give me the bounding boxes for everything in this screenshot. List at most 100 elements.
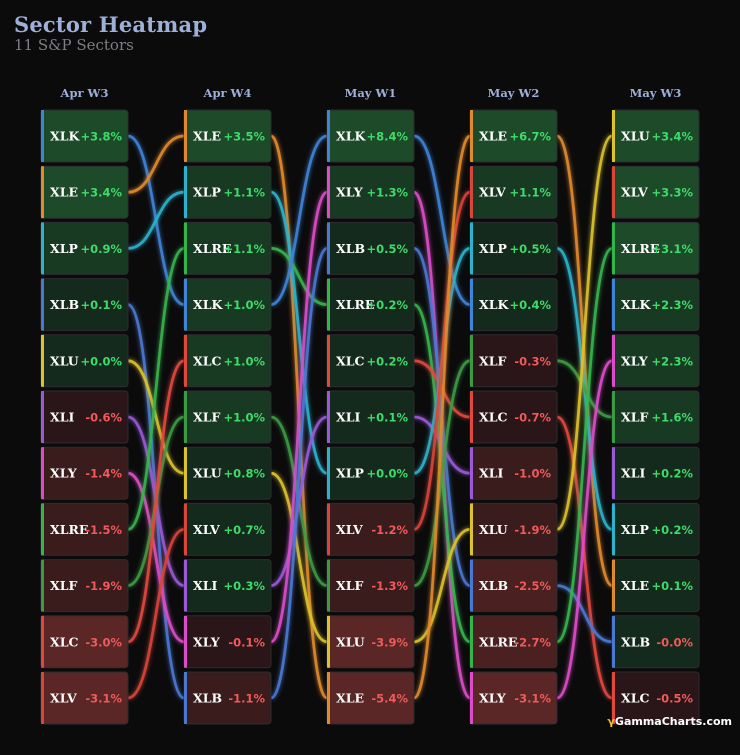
cell-xlk: XLK +1.0%	[183, 278, 272, 332]
change-label: +3.4%	[80, 186, 122, 200]
sector-color-bar	[327, 672, 330, 724]
ticker-label: XLV	[621, 185, 648, 200]
sector-color-bar	[184, 615, 187, 668]
brand-logo: γGammaCharts.com	[607, 715, 732, 728]
ticker-label: XLY	[479, 691, 507, 706]
column-label: May W1	[345, 86, 397, 100]
change-label: +8.4%	[366, 130, 408, 144]
link-xlf-2	[413, 359, 471, 587]
cell-xlf: XLF +1.0%	[183, 390, 272, 444]
change-label: +3.4%	[651, 130, 693, 144]
sector-cells: XLK +3.8%XLE +3.4%XLP +0.9%XLB +0.1%XLU +0.0%…	[40, 109, 700, 725]
cell-xlre: XLRE-2.7%	[469, 615, 558, 669]
change-label: +2.3%	[651, 298, 693, 312]
ticker-label: XLB	[336, 241, 365, 256]
sector-color-bar	[327, 447, 330, 500]
cell-xlf: XLF -0.3%	[469, 334, 558, 388]
column-label: Apr W4	[203, 86, 252, 100]
sector-color-bar	[612, 503, 615, 556]
sector-color-bar	[470, 278, 473, 331]
cell-xlc: XLC +1.0%	[183, 334, 272, 388]
cell-xlb: XLB -2.5%	[469, 559, 558, 613]
sector-color-bar	[470, 447, 473, 500]
change-label: +3.5%	[223, 130, 265, 144]
cell-xlb: XLB -1.1%	[183, 671, 272, 725]
sector-color-bar	[327, 110, 330, 162]
change-label: +0.1%	[80, 298, 122, 312]
sector-color-bar	[41, 166, 44, 219]
cell-xlb: XLB -0.0%	[611, 615, 700, 669]
change-label: +0.2%	[366, 354, 408, 368]
sector-color-bar	[41, 334, 44, 387]
change-label: -3.1%	[85, 692, 122, 706]
cell-xlf: XLF -1.3%	[326, 559, 415, 613]
ticker-label: XLP	[193, 185, 221, 200]
cell-xle: XLE -5.4%	[326, 671, 415, 725]
link-xly-0	[127, 471, 185, 644]
sector-color-bar	[612, 278, 615, 331]
sector-color-bar	[184, 447, 187, 500]
cell-xlc: XLC -3.0%	[40, 615, 129, 669]
cell-xlk: XLK +0.4%	[469, 278, 558, 332]
sector-color-bar	[327, 391, 330, 443]
sector-color-bar	[184, 559, 187, 612]
ticker-label: XLU	[479, 522, 508, 537]
sector-color-bar	[470, 222, 473, 275]
sector-color-bar	[612, 110, 615, 162]
cell-xlv: XLV +1.1%	[469, 165, 558, 219]
change-label: +0.4%	[509, 298, 551, 312]
sector-color-bar	[184, 672, 187, 724]
change-label: +1.6%	[651, 411, 693, 425]
link-xlu-1	[270, 471, 328, 644]
cell-xli: XLI -1.0%	[469, 446, 558, 500]
link-xlk-1	[270, 134, 328, 306]
ticker-label: XLY	[50, 466, 78, 481]
ticker-label: XLV	[479, 185, 506, 200]
cell-xlp: XLP +0.9%	[40, 221, 129, 275]
change-label: +1.0%	[223, 411, 265, 425]
change-label: +0.2%	[366, 298, 408, 312]
link-xle-3	[556, 134, 613, 587]
change-label: +0.0%	[366, 467, 408, 481]
column-label: Apr W3	[60, 86, 109, 100]
link-xlp-1	[270, 190, 328, 475]
change-label: +1.3%	[366, 186, 408, 200]
chart-title: Sector Heatmap	[14, 12, 208, 37]
change-label: -1.3%	[371, 579, 408, 593]
ticker-label: XLE	[50, 185, 78, 200]
cell-xlc: XLC -0.5%	[611, 671, 700, 725]
change-label: -5.4%	[371, 692, 408, 706]
change-label: -0.3%	[514, 354, 551, 368]
cell-xlv: XLV -1.2%	[326, 502, 415, 556]
ticker-label: XLY	[336, 185, 364, 200]
change-label: -3.9%	[371, 635, 408, 649]
change-label: -1.9%	[85, 579, 122, 593]
cell-xly: XLY +2.3%	[611, 334, 700, 388]
cell-xlre: XLRE-1.5%	[40, 502, 129, 556]
ticker-label: XLK	[336, 129, 366, 144]
sector-color-bar	[470, 110, 473, 162]
ticker-label: XLF	[479, 353, 506, 368]
link-xlre-0	[127, 247, 185, 531]
sector-color-bar	[41, 222, 44, 275]
ticker-label: XLRE	[336, 297, 374, 312]
chart-subtitle: 11 S&P Sectors	[14, 36, 134, 54]
sector-color-bar	[184, 110, 187, 162]
ticker-label: XLU	[336, 634, 365, 649]
cell-xle: XLE +6.7%	[469, 109, 558, 163]
ticker-label: XLY	[193, 634, 221, 649]
link-xlc-2	[413, 359, 471, 419]
brand-name: GammaCharts.com	[614, 715, 732, 728]
ticker-label: XLE	[193, 129, 221, 144]
sector-color-bar	[327, 166, 330, 219]
cell-xle: XLE +3.5%	[183, 109, 272, 163]
change-label: +1.1%	[223, 242, 265, 256]
change-label: +3.3%	[651, 186, 693, 200]
change-label: -1.2%	[371, 523, 408, 537]
ticker-label: XLP	[621, 522, 649, 537]
cell-xlk: XLK +2.3%	[611, 278, 700, 332]
ticker-label: XLC	[621, 691, 649, 706]
sector-color-bar	[184, 166, 187, 219]
change-label: +0.2%	[651, 467, 693, 481]
